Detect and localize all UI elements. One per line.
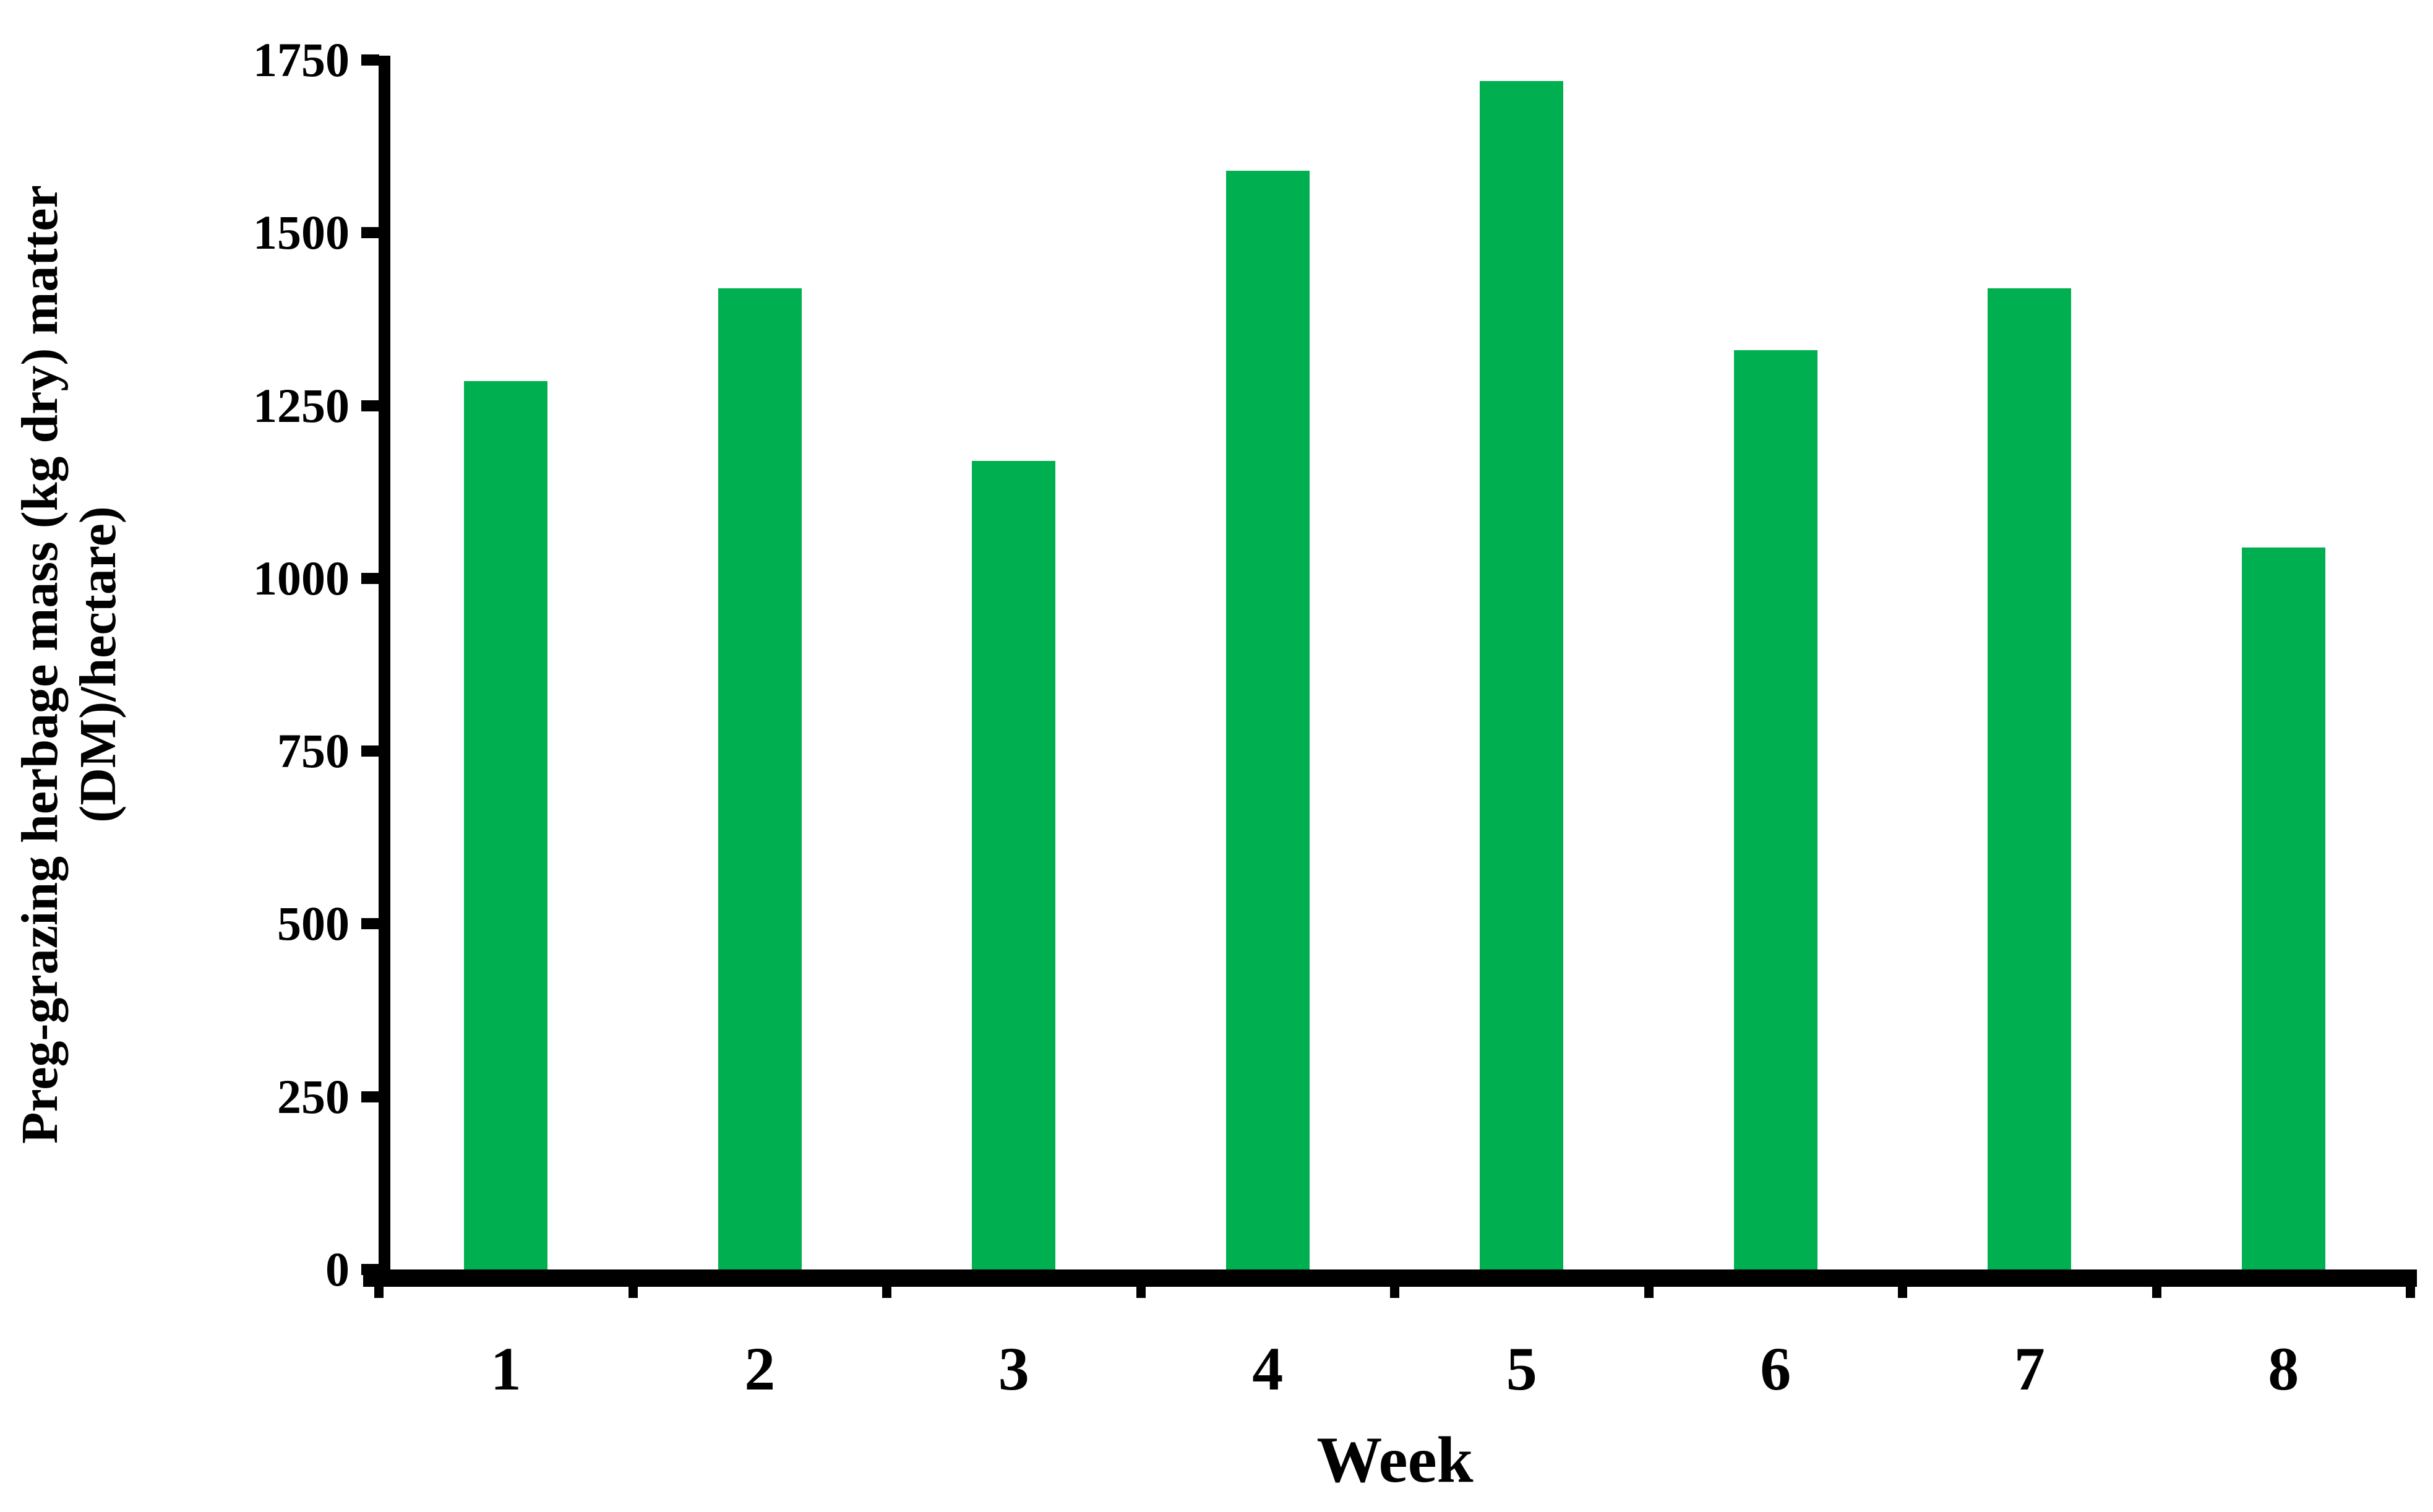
y-tick-mark	[361, 400, 379, 411]
x-tick-label: 1	[490, 1334, 521, 1403]
x-tick-mark	[1390, 1269, 1399, 1298]
x-tick-mark	[2152, 1269, 2161, 1298]
bar-week-5	[1480, 80, 1564, 1269]
bar-week-1	[464, 381, 548, 1269]
y-tick-label: 500	[277, 896, 350, 951]
y-tick-label: 1750	[253, 33, 350, 87]
x-tick-mark	[882, 1269, 891, 1298]
x-tick-label: 2	[744, 1334, 776, 1403]
bar-week-6	[1733, 350, 1817, 1269]
x-tick-label: 5	[1506, 1334, 1537, 1403]
x-tick-label: 8	[2268, 1334, 2299, 1403]
bar-week-7	[1988, 288, 2072, 1269]
y-tick-label: 1500	[253, 205, 350, 260]
bar-week-2	[718, 288, 802, 1269]
y-tick-label: 1000	[253, 551, 350, 605]
x-tick-mark	[2406, 1269, 2415, 1298]
y-tick-mark	[361, 918, 379, 930]
x-tick-mark	[628, 1269, 638, 1298]
bar-week-8	[2241, 547, 2325, 1269]
y-tick-label: 250	[277, 1069, 350, 1123]
y-tick-mark	[361, 572, 379, 584]
x-tick-mark	[1136, 1269, 1146, 1298]
y-axis-title-line1: Preg-grazing herbage mass (kg dry) matte…	[11, 185, 69, 1144]
x-tick-mark	[374, 1269, 384, 1298]
y-axis-title-line2: (DM)/hectare)	[69, 506, 127, 823]
x-tick-label: 3	[998, 1334, 1029, 1403]
y-axis-line	[379, 56, 390, 1287]
y-tick-label: 750	[277, 724, 350, 778]
y-axis-title: Preg-grazing herbage mass (kg dry) matte…	[11, 185, 127, 1144]
x-tick-mark	[1644, 1269, 1654, 1298]
y-tick-mark	[361, 1091, 379, 1102]
x-tick-label: 4	[1252, 1334, 1284, 1403]
x-tick-mark	[1898, 1269, 1907, 1298]
x-axis-title: Week	[1316, 1424, 1474, 1496]
bar-week-3	[972, 460, 1056, 1269]
bar-week-4	[1225, 170, 1310, 1269]
y-tick-mark	[361, 54, 379, 66]
y-tick-mark	[361, 745, 379, 757]
y-tick-mark	[361, 227, 379, 239]
x-tick-label: 7	[2014, 1334, 2045, 1403]
y-tick-label: 0	[325, 1242, 350, 1296]
x-tick-label: 6	[1760, 1334, 1791, 1403]
y-tick-label: 1250	[253, 378, 350, 432]
